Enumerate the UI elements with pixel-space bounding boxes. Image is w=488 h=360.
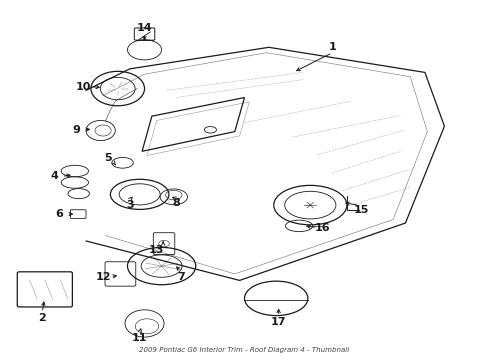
Text: 2: 2 — [38, 313, 46, 323]
Text: 5: 5 — [104, 153, 112, 163]
Text: 3: 3 — [126, 200, 133, 210]
Text: 2009 Pontiac G6 Interior Trim - Roof Diagram 4 - Thumbnail: 2009 Pontiac G6 Interior Trim - Roof Dia… — [139, 347, 349, 354]
Text: 6: 6 — [55, 209, 63, 219]
Text: 1: 1 — [328, 42, 335, 52]
Text: 13: 13 — [149, 245, 164, 255]
Text: 10: 10 — [76, 82, 91, 92]
Text: 11: 11 — [132, 333, 147, 343]
Text: 9: 9 — [72, 125, 80, 135]
Text: 8: 8 — [172, 198, 180, 208]
Text: 15: 15 — [353, 206, 368, 216]
Text: 4: 4 — [50, 171, 58, 181]
Text: 12: 12 — [95, 272, 111, 282]
Text: 16: 16 — [314, 224, 330, 233]
Text: 17: 17 — [270, 317, 286, 327]
Text: 7: 7 — [177, 272, 184, 282]
Text: 14: 14 — [137, 23, 152, 33]
